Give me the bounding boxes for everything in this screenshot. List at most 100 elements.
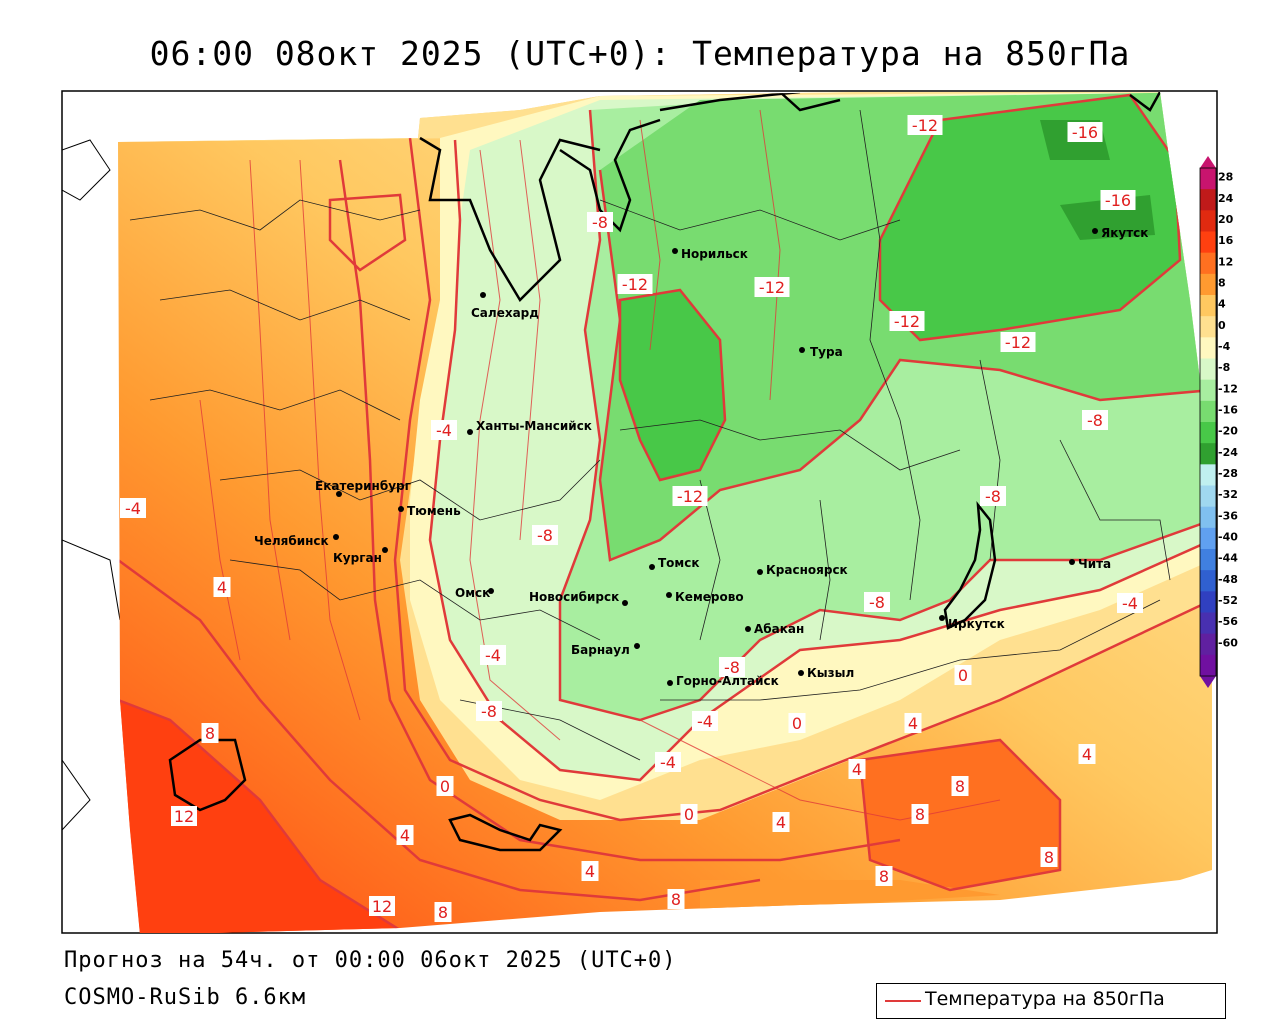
colorbar-swatch (1200, 189, 1216, 211)
svg-text:4: 4 (1082, 745, 1092, 764)
isotherm-label: 4 (396, 825, 414, 845)
colorbar-swatch (1200, 570, 1216, 592)
city-label: Омск (455, 586, 490, 600)
colorbar-swatch (1200, 485, 1216, 508)
colorbar-swatch (1200, 400, 1216, 423)
colorbar-tick-label: 24 (1218, 192, 1234, 205)
city-label: Иркутск (948, 617, 1005, 631)
svg-text:-4: -4 (1122, 594, 1138, 613)
isotherm-label: -16 (1067, 122, 1103, 142)
colorbar-swatch (1200, 337, 1216, 359)
city-dot-icon (1069, 559, 1075, 565)
city-label: Горно-Алтайск (676, 674, 779, 688)
svg-text:-4: -4 (485, 646, 501, 665)
isotherm-label: -12 (617, 274, 653, 294)
city-label: Абакан (754, 622, 804, 636)
colorbar-swatch (1200, 316, 1216, 338)
colorbar-tick-label: -28 (1218, 467, 1238, 480)
svg-text:4: 4 (217, 578, 227, 597)
isotherm-label: 8 (667, 889, 685, 909)
svg-text:-4: -4 (660, 753, 676, 772)
svg-text:-8: -8 (1087, 411, 1103, 430)
svg-text:8: 8 (955, 777, 965, 796)
svg-text:-16: -16 (1105, 191, 1131, 210)
isotherm-label: -8 (980, 486, 1006, 506)
colorbar-swatch (1200, 527, 1216, 550)
colorbar-tick-label: -4 (1218, 340, 1231, 353)
isotherm-label: 4 (904, 713, 922, 733)
city-dot-icon (488, 588, 494, 594)
svg-text:-12: -12 (894, 312, 920, 331)
isotherm-label: -8 (476, 701, 502, 721)
svg-text:8: 8 (671, 890, 681, 909)
isotherm-label: 4 (213, 577, 231, 597)
colorbar-tick-label: -56 (1218, 615, 1238, 628)
city-dot-icon (333, 534, 339, 540)
colorbar-swatch (1200, 591, 1216, 613)
city-label: Кемерово (675, 590, 744, 604)
temperature-colorbar: 28 24 20 16 12 8 4 0 -4 -8 -12 -16 -20 -24 -28 -32 -36 -4… (1199, 156, 1238, 688)
colorbar-swatch (1200, 612, 1216, 635)
colorbar-swatch (1200, 231, 1216, 254)
svg-text:4: 4 (585, 862, 595, 881)
city-dot-icon (622, 600, 628, 606)
svg-text:8: 8 (1044, 848, 1054, 867)
city-dot-icon (757, 569, 763, 575)
city-dot-icon (649, 564, 655, 570)
isotherm-label: 8 (201, 723, 219, 743)
isotherm-label: -8 (1082, 410, 1108, 430)
svg-text:12: 12 (174, 807, 194, 826)
city-label: Екатеринбург (315, 479, 411, 493)
isotherm-label: 4 (848, 759, 866, 779)
isotherm-label: 8 (951, 776, 969, 796)
isotherm-label: -16 (1100, 190, 1136, 210)
colorbar-tick-label: -16 (1218, 403, 1238, 416)
colorbar-swatch (1200, 358, 1216, 381)
model-name: COSMO-RuSib 6.6км (64, 985, 307, 1010)
legend-line-icon (885, 1000, 921, 1002)
city-label: Курган (333, 551, 382, 565)
city-dot-icon (467, 429, 473, 435)
forecast-text: Прогноз на 54ч. от 00:00 06окт 2025 (UTC… (64, 948, 677, 973)
isotherm-label: -4 (431, 420, 457, 440)
colorbar-swatch (1200, 654, 1216, 677)
isotherm-label: -12 (1000, 332, 1036, 352)
colorbar-swatch (1200, 549, 1216, 571)
svg-text:8: 8 (438, 903, 448, 922)
city-label: Тура (810, 345, 843, 359)
svg-text:0: 0 (792, 714, 802, 733)
colorbar-tick-label: 28 (1218, 171, 1233, 184)
city-dot-icon (667, 680, 673, 686)
svg-text:-12: -12 (759, 278, 785, 297)
isotherm-label: 4 (581, 861, 599, 881)
isotherm-labels: -12 -16 -16 -8 -12 -12 -12 -12 -8 -4 -12 -8 -8 -8 -4 -4… (120, 115, 1143, 922)
isotherm-label: 12 (369, 896, 395, 916)
isotherm-label: -12 (672, 486, 708, 506)
city-dot-icon (336, 491, 342, 497)
city-label: Томск (658, 556, 700, 570)
svg-text:-8: -8 (724, 658, 740, 677)
svg-text:4: 4 (400, 826, 410, 845)
isotherm-label: -4 (120, 498, 146, 518)
svg-text:8: 8 (915, 805, 925, 824)
colorbar-tick-label: -52 (1218, 594, 1238, 607)
svg-text:0: 0 (440, 777, 450, 796)
city-label: Тюмень (407, 504, 461, 518)
svg-text:-8: -8 (985, 487, 1001, 506)
colorbar-tick-label: 0 (1218, 319, 1226, 332)
city-dot-icon (382, 547, 388, 553)
svg-text:4: 4 (908, 714, 918, 733)
svg-text:4: 4 (776, 813, 786, 832)
colorbar-tick-label: -8 (1218, 361, 1230, 374)
colorbar-tick-label: 20 (1218, 213, 1234, 226)
city-dot-icon (398, 506, 404, 512)
svg-text:0: 0 (684, 805, 694, 824)
colorbar-swatch (1200, 422, 1216, 444)
city-label: Барнаул (571, 643, 630, 657)
svg-text:8: 8 (205, 724, 215, 743)
svg-text:-12: -12 (912, 116, 938, 135)
colorbar-swatch (1200, 295, 1216, 317)
city-dot-icon (798, 670, 804, 676)
svg-text:-12: -12 (677, 487, 703, 506)
